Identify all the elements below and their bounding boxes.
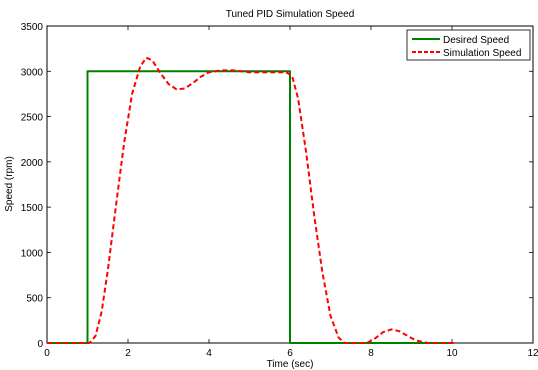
series-layer (47, 56, 457, 344)
x-tick-label: 6 (287, 348, 293, 359)
legend-label-desired-speed: Desired Speed (443, 35, 509, 46)
y-tick-label: 3000 (21, 67, 44, 78)
x-tick-label: 12 (527, 348, 538, 359)
chart-title: Tuned PID Simulation Speed (226, 9, 355, 20)
legend-label-simulation-speed: Simulation Speed (443, 48, 521, 59)
legend: Desired Speed Simulation Speed (406, 29, 531, 61)
x-axis-title: Time (sec) (267, 359, 314, 370)
y-tick-label: 2500 (21, 113, 44, 124)
x-tick-label: 0 (44, 348, 50, 359)
x-tick-label: 8 (368, 348, 374, 359)
y-tick-label: 500 (26, 294, 43, 305)
x-tick-label: 2 (125, 348, 131, 359)
y-tick-label: 2000 (21, 158, 44, 169)
y-tick-label: 1500 (21, 203, 44, 214)
y-tick-label: 3500 (21, 22, 44, 33)
y-tick-label: 0 (37, 339, 43, 350)
y-axis-title: Speed (rpm) (4, 156, 15, 212)
y-axis: 0 500 1000 1500 2000 2500 3000 3500 (21, 22, 533, 350)
x-tick-label: 10 (446, 348, 458, 359)
series-line-simulation-speed (47, 56, 457, 344)
y-tick-label: 1000 (21, 248, 44, 259)
legend-box (406, 29, 531, 61)
x-tick-label: 4 (206, 348, 212, 359)
